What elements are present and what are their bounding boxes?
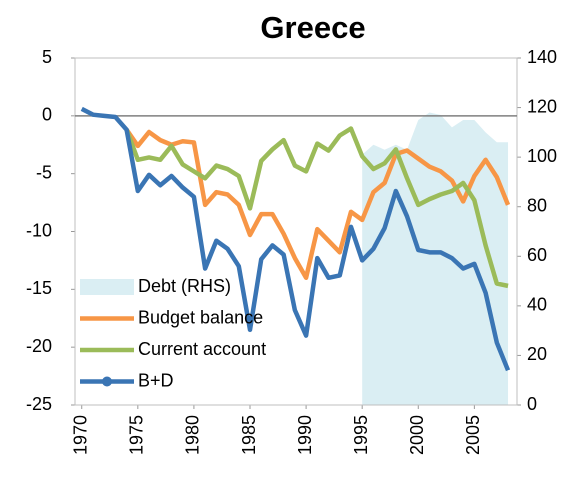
y2-tick-label: 20 — [527, 344, 547, 364]
y-tick-label: -15 — [26, 278, 52, 298]
y2-tick-label: 140 — [527, 47, 557, 67]
x-tick-label: 2005 — [463, 415, 483, 455]
y-tick-label: -10 — [26, 220, 52, 240]
y2-tick-label: 40 — [527, 295, 547, 315]
legend-marker — [102, 376, 112, 387]
legend-swatch — [80, 279, 134, 295]
x-tick-label: 1975 — [127, 415, 147, 455]
plot-frame — [74, 57, 518, 406]
legend-label: Debt (RHS) — [138, 276, 231, 296]
area — [362, 112, 509, 406]
y2-tick-label: 0 — [527, 394, 537, 414]
x-tick-label: 1980 — [183, 415, 203, 455]
y-tick-label: -5 — [36, 162, 52, 182]
x-tick-label: 2000 — [407, 415, 427, 455]
y2-tick-label: 80 — [527, 195, 547, 215]
x-tick-label: 1995 — [351, 415, 371, 455]
legend-label: B+D — [138, 370, 174, 390]
x-tick-label: 1985 — [239, 415, 259, 455]
y-tick-label: 5 — [42, 47, 52, 67]
line — [124, 126, 509, 289]
x-tick-label: 1990 — [295, 415, 315, 455]
legend-label: Current account — [138, 339, 266, 359]
line — [80, 106, 511, 372]
line — [124, 128, 511, 281]
y2-tick-label: 60 — [527, 245, 547, 265]
y-tick-label: -20 — [26, 336, 52, 356]
y-tick-label: 0 — [42, 105, 52, 125]
y2-tick-label: 100 — [527, 146, 557, 166]
legend-label: Budget balance — [138, 307, 263, 327]
y-tick-label: -25 — [26, 394, 52, 414]
x-tick-label: 1970 — [70, 415, 90, 455]
y2-tick-label: 120 — [527, 96, 557, 116]
chart-title: Greece — [260, 10, 365, 45]
